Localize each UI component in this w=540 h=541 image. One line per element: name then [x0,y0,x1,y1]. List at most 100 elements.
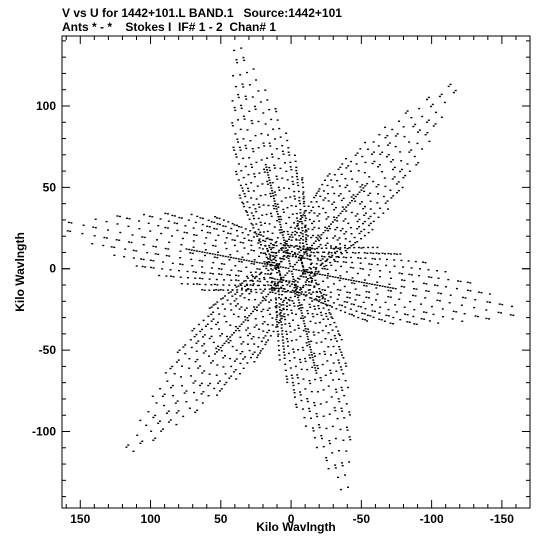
uv-point [307,228,310,230]
uv-point [242,56,245,59]
uv-point [358,218,361,221]
uv-point [294,279,297,282]
uv-point [331,254,334,257]
uv-point [322,280,325,282]
uv-point [292,389,295,391]
uv-point [150,266,153,269]
uv-point [273,288,276,290]
uv-point [265,213,268,216]
uv-point [250,260,253,263]
uv-point [302,317,305,320]
uv-point [304,240,307,243]
uv-point [363,234,366,237]
uv-point [199,384,202,387]
uv-point [325,401,328,403]
uv-point [299,391,302,393]
uv-point [421,148,424,150]
uv-point [177,410,180,412]
uv-point [269,291,272,293]
uv-point [160,430,163,432]
uv-point [297,324,300,327]
uv-point [239,241,242,244]
uv-point [257,336,260,339]
uv-point [381,151,384,153]
uv-point [265,341,268,343]
uv-point [275,254,278,257]
uv-point [280,218,283,221]
uv-point [270,153,273,155]
uv-point [363,171,366,174]
uv-point [297,228,300,230]
uv-point [269,273,272,276]
uv-point [318,321,321,324]
uv-point [384,202,387,204]
uv-point [234,170,237,173]
uv-point [298,220,301,223]
uv-point [256,356,259,359]
uv-point [277,340,280,342]
uv-point [329,313,332,315]
uv-point [295,169,298,172]
uv-point [321,297,324,300]
uv-point [245,183,248,186]
uv-point [384,301,387,304]
uv-point [267,293,270,296]
uv-point [349,308,352,310]
uv-point [262,337,265,339]
uv-point [269,145,272,147]
uv-point [367,297,370,299]
uv-point [222,225,225,227]
uv-point [236,291,239,293]
uv-point [345,271,348,273]
uv-point [286,378,289,380]
uv-point [299,208,302,211]
uv-point [220,268,223,270]
uv-point [116,215,119,217]
uv-point [182,415,185,418]
uv-point [295,269,298,271]
uv-point [155,239,158,241]
uv-point [212,311,215,313]
uv-point [340,351,343,353]
uv-point [283,313,286,315]
uv-point [452,310,455,313]
uv-point [345,210,348,212]
uv-point [324,298,327,300]
uv-point [277,284,280,287]
uv-point [227,221,230,223]
uv-point [389,253,392,255]
uv-point [216,301,219,303]
uv-point [242,341,245,343]
uv-point [299,335,302,338]
uv-point [373,160,376,163]
uv-point [316,415,319,418]
uv-point [315,446,318,449]
uv-point [306,257,309,260]
uv-point [167,220,170,222]
uv-point [278,264,281,266]
uv-point [115,239,118,241]
uv-point [248,218,251,221]
uv-point [275,318,278,321]
uv-point [333,407,336,409]
uv-point [229,256,232,259]
uv-point [299,317,302,319]
uv-point [331,452,334,454]
uv-point [281,301,284,303]
uv-point [141,236,144,238]
uv-point [91,243,94,245]
uv-point [262,142,265,144]
uv-point [253,308,256,310]
uv-point [308,303,311,306]
uv-point [303,270,306,273]
uv-point [234,153,237,155]
uv-point [260,310,263,313]
uv-point [318,239,321,242]
uv-point [273,167,276,169]
uv-point [197,340,200,342]
uv-point [324,197,327,199]
uv-point [266,180,269,183]
uv-point [308,407,311,410]
uv-point [229,232,232,235]
